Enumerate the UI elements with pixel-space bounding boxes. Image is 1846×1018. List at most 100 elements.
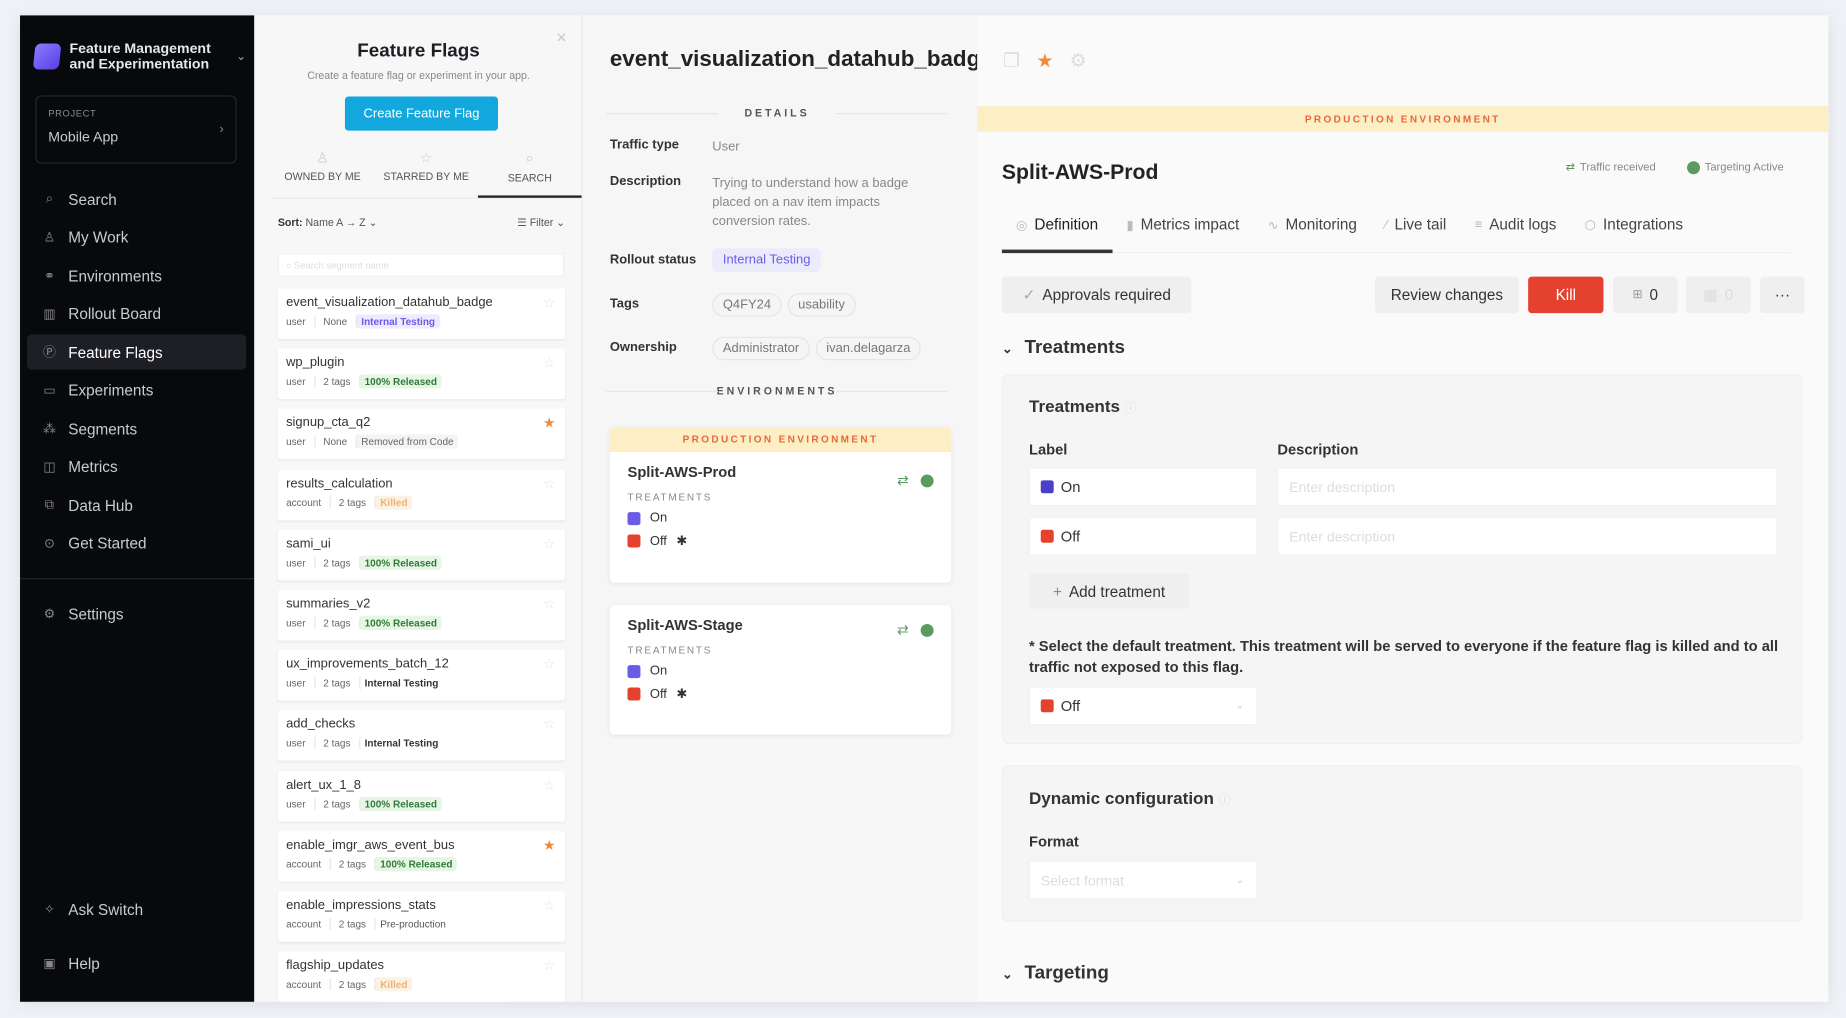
- star-icon[interactable]: ☆: [543, 776, 556, 794]
- sidebar-item-my-work[interactable]: ♙ My Work: [27, 220, 246, 255]
- tab-starred-by-me[interactable]: ☆ STARRED BY ME: [374, 147, 478, 198]
- star-icon[interactable]: ☆: [543, 897, 556, 914]
- treatment-description-input[interactable]: Enter description: [1277, 516, 1778, 556]
- color-swatch[interactable]: [1040, 529, 1054, 543]
- star-icon[interactable]: ☆: [543, 354, 556, 372]
- star-icon[interactable]: ☆: [543, 957, 556, 974]
- app-switcher[interactable]: Feature Management and Experimentation ⌄: [32, 41, 246, 72]
- flag-name: flagship_updates: [286, 958, 385, 973]
- treatments-section-toggle[interactable]: ⌄ Treatments: [1002, 338, 1125, 359]
- tab-definition[interactable]: ◎ Definition: [1001, 211, 1113, 254]
- star-icon[interactable]: ☆: [543, 716, 556, 733]
- star-icon[interactable]: ★: [1036, 51, 1054, 72]
- targeting-section-toggle[interactable]: ⌄ Targeting: [1002, 963, 1109, 984]
- flag-list-item[interactable]: results_calculation account 2 tags Killed ☆: [277, 469, 566, 520]
- kill-button[interactable]: Kill: [1528, 276, 1604, 314]
- tab-metrics-impact[interactable]: ▮ Metrics impact: [1112, 211, 1253, 253]
- flag-list-item[interactable]: event_visualization_datahub_badge user Non…: [277, 288, 566, 340]
- tag-count: 2 tags: [313, 797, 359, 810]
- flag-list-item[interactable]: summaries_v2 user 2 tags 100% Released ☆: [277, 589, 566, 641]
- flag-name: ux_improvements_batch_12: [286, 657, 449, 672]
- sidebar-item-label: Data Hub: [68, 496, 133, 514]
- more-options-button[interactable]: ···: [1760, 276, 1805, 314]
- treatment-label-input[interactable]: Off: [1028, 516, 1258, 556]
- environment-tabs: ◎ Definition ▮ Metrics impact ∿ Monitoring …: [1001, 211, 1791, 254]
- tag-pill[interactable]: Q4FY24: [712, 293, 782, 317]
- flag-search-input[interactable]: ⌕ Search segment name: [277, 253, 564, 277]
- tab-monitoring[interactable]: ∿ Monitoring: [1253, 211, 1371, 253]
- gear-icon[interactable]: ⚙: [1069, 51, 1087, 72]
- format-select[interactable]: Select format ⌄: [1028, 860, 1258, 900]
- description-value: Trying to understand how a badge placed …: [712, 176, 909, 229]
- star-icon[interactable]: ☆: [543, 294, 556, 311]
- tab-search[interactable]: ⌕ SEARCH: [477, 147, 582, 198]
- treatment-swatch: [627, 511, 641, 525]
- segments-icon: ⁂: [42, 422, 56, 437]
- create-feature-flag-button[interactable]: Create Feature Flag: [344, 96, 498, 131]
- sidebar-item-metrics[interactable]: ◫ Metrics: [27, 449, 246, 484]
- sidebar-item-feature-flags[interactable]: Ⓟ Feature Flags: [27, 334, 247, 370]
- search-icon: ⌕: [525, 149, 534, 166]
- flag-list-item[interactable]: enable_imgr_aws_event_bus account 2 tags 10…: [277, 830, 566, 882]
- sidebar-item-ask-switch[interactable]: ✧ Ask Switch: [27, 891, 246, 926]
- search-icon: ⌕: [45, 191, 54, 206]
- sidebar-item-rollout-board[interactable]: ▥ Rollout Board: [27, 296, 246, 331]
- sidebar-item-search[interactable]: ⌕ Search: [27, 181, 246, 216]
- button-label: Add treatment: [1068, 582, 1166, 600]
- copy-icon[interactable]: ❐: [1003, 51, 1020, 72]
- star-icon[interactable]: ★: [543, 836, 556, 854]
- star-icon[interactable]: ☆: [543, 655, 556, 673]
- flag-list-tabs: ♙ OWNED BY ME ☆ STARRED BY ME ⌕ SEARCH: [270, 147, 582, 199]
- default-asterisk-icon: ✱: [676, 534, 688, 549]
- flag-list-item[interactable]: add_checks user 2 tags Internal Testing ☆: [277, 710, 566, 761]
- flag-list-item[interactable]: ux_improvements_batch_12 user 2 tags Intern…: [277, 650, 566, 701]
- environment-card-prod[interactable]: PRODUCTION ENVIRONMENT ⇄ Split-AWS-Prod …: [609, 427, 952, 583]
- sort-dropdown[interactable]: Sort: Name A → Z ⌄: [278, 217, 378, 230]
- environment-card-stage[interactable]: ⇄ Split-AWS-Stage TREATMENTS On Off ✱: [609, 605, 952, 735]
- flag-list-item[interactable]: signup_cta_q2 user None Removed from Code ★: [277, 408, 566, 460]
- sort-value: Name A → Z: [305, 216, 366, 229]
- rollout-status-badge[interactable]: Internal Testing: [712, 248, 822, 272]
- sidebar-item-environments[interactable]: ⚭ Environments: [27, 258, 246, 293]
- default-treatment-select[interactable]: Off ⌄: [1028, 686, 1258, 726]
- flag-list-item[interactable]: sami_ui user 2 tags 100% Released ☆: [277, 529, 566, 581]
- close-icon[interactable]: ✕: [555, 29, 568, 46]
- treatment-label-input[interactable]: On: [1028, 467, 1258, 507]
- flag-list-subtitle: Create a feature flag or experiment in y…: [307, 69, 530, 82]
- flag-list-item[interactable]: wp_plugin user 2 tags 100% Released ☆: [277, 348, 566, 400]
- filter-dropdown[interactable]: ☰ Filter ⌄: [517, 217, 565, 230]
- flag-list-item[interactable]: alert_ux_1_8 user 2 tags 100% Released ☆: [277, 770, 566, 822]
- owner-pill[interactable]: ivan.delagarza: [815, 336, 922, 361]
- tab-owned-by-me[interactable]: ♙ OWNED BY ME: [271, 147, 375, 198]
- project-selector[interactable]: PROJECT Mobile App ›: [35, 95, 237, 164]
- flag-list-item[interactable]: enable_impressions_stats account 2 tags Pre…: [277, 891, 566, 942]
- sidebar-item-experiments[interactable]: ▭ Experiments: [27, 373, 246, 408]
- star-icon[interactable]: ★: [543, 414, 556, 432]
- star-icon[interactable]: ☆: [543, 535, 556, 552]
- review-changes-button[interactable]: Review changes: [1375, 276, 1519, 314]
- tab-live-tail[interactable]: ⁄ Live tail: [1371, 211, 1460, 253]
- star-icon[interactable]: ☆: [543, 595, 556, 613]
- schedule-count-button[interactable]: ▦ 0: [1685, 276, 1751, 314]
- flag-list-item[interactable]: flagship_updates account 2 tags Killed ☆: [277, 951, 566, 1002]
- owner-pill[interactable]: Administrator: [712, 336, 810, 361]
- traffic-type: user: [286, 737, 306, 750]
- flag-icon: Ⓟ: [42, 346, 56, 361]
- sidebar-item-get-started[interactable]: ⊙ Get Started: [27, 526, 246, 561]
- star-icon[interactable]: ☆: [543, 475, 556, 492]
- segments-count-button[interactable]: ⊞ 0: [1612, 276, 1678, 314]
- field-label: Description: [609, 174, 682, 189]
- sidebar-item-segments[interactable]: ⁂ Segments: [27, 411, 246, 446]
- sidebar-item-settings[interactable]: ⚙ Settings: [27, 596, 246, 631]
- tab-integrations[interactable]: ⬡ Integrations: [1571, 211, 1698, 253]
- approvals-required-button[interactable]: ✓ Approvals required: [1001, 276, 1192, 314]
- add-treatment-button[interactable]: + Add treatment: [1028, 573, 1190, 609]
- sidebar-item-data-hub[interactable]: ⧉ Data Hub: [27, 487, 246, 522]
- treatment-description-input[interactable]: Enter description: [1277, 467, 1778, 507]
- board-icon: ▥: [43, 307, 56, 322]
- tab-audit-logs[interactable]: ≡ Audit logs: [1460, 211, 1570, 253]
- tag-count: None: [313, 436, 356, 448]
- tag-pill[interactable]: usability: [787, 293, 856, 317]
- color-swatch[interactable]: [1040, 480, 1054, 494]
- sidebar-item-help[interactable]: ▣ Help: [27, 945, 246, 980]
